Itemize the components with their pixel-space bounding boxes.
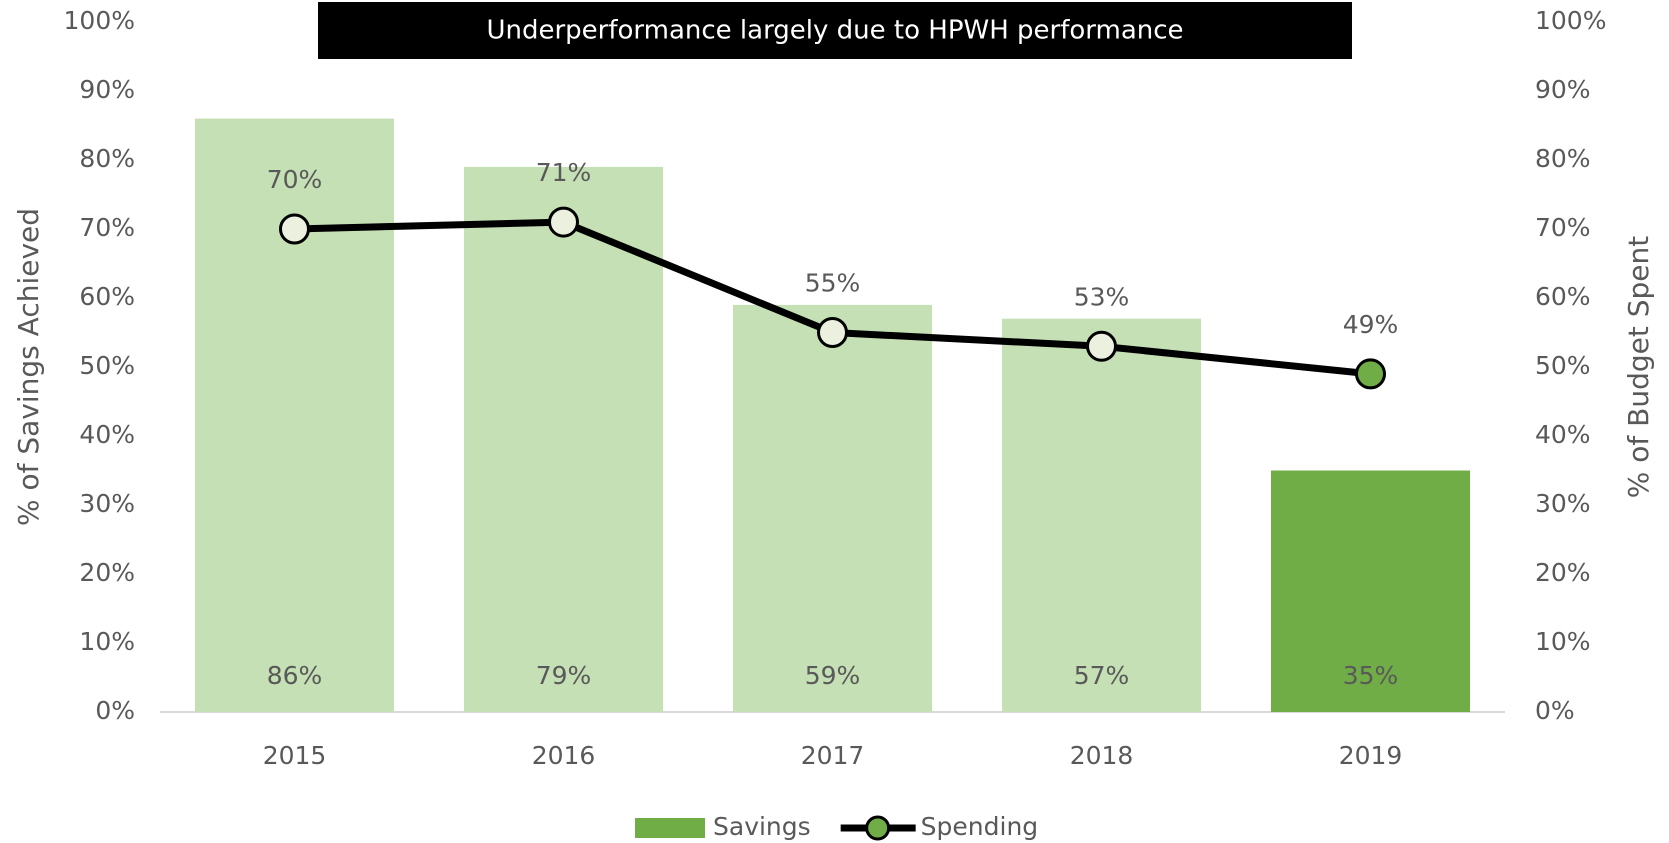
legend-label: Savings [713, 812, 811, 841]
legend-label: Spending [921, 812, 1039, 841]
line-value-label: 70% [267, 165, 323, 194]
y-tick-label: 50% [79, 351, 135, 380]
chart-title: Underperformance largely due to HPWH per… [486, 16, 1183, 46]
line-value-label: 55% [805, 269, 861, 298]
line-marker [279, 213, 310, 245]
line-marker [548, 206, 579, 238]
y2-tick-label: 40% [1535, 420, 1591, 449]
x-tick-label: 2016 [532, 741, 596, 770]
y2-tick-label: 60% [1535, 282, 1591, 311]
bar-value-label: 86% [267, 661, 323, 690]
y2-tick-label: 30% [1535, 489, 1591, 518]
y-tick-label: 70% [79, 213, 135, 242]
bar [1001, 318, 1202, 712]
y2-tick-label: 10% [1535, 627, 1591, 656]
y2-tick-label: 0% [1535, 696, 1575, 725]
bar [732, 304, 933, 712]
y2-tick-label: 20% [1535, 558, 1591, 587]
y-tick-label: 80% [79, 144, 135, 173]
bar [1270, 470, 1471, 712]
line-value-label: 71% [536, 158, 592, 187]
title-box [318, 2, 1352, 59]
bar [463, 166, 664, 712]
line-value-label: 49% [1343, 310, 1399, 339]
y2-tick-label: 70% [1535, 213, 1591, 242]
y-tick-label: 100% [64, 6, 135, 35]
legend-swatch [635, 818, 705, 838]
x-tick-label: 2018 [1070, 741, 1134, 770]
x-tick-label: 2019 [1339, 741, 1403, 770]
y2-tick-label: 100% [1535, 6, 1606, 35]
y-tick-label: 10% [79, 627, 135, 656]
y2-tick-label: 90% [1535, 75, 1591, 104]
bar [194, 118, 395, 713]
y-tick-label: 60% [79, 282, 135, 311]
y2-tick-label: 80% [1535, 144, 1591, 173]
y-tick-label: 40% [79, 420, 135, 449]
y-axis-title: % of Savings Achieved [12, 208, 45, 526]
y-tick-label: 0% [95, 696, 135, 725]
y-tick-label: 90% [79, 75, 135, 104]
legend-marker [865, 815, 891, 841]
x-tick-label: 2015 [263, 741, 327, 770]
bar-value-label: 79% [536, 661, 592, 690]
y2-tick-label: 50% [1535, 351, 1591, 380]
y2-axis-title: % of Budget Spent [1622, 236, 1655, 499]
line-marker [817, 317, 848, 348]
y-tick-label: 20% [79, 558, 135, 587]
y-tick-label: 30% [79, 489, 135, 518]
line-value-label: 53% [1074, 282, 1130, 311]
bar-value-label: 59% [805, 661, 861, 690]
line-marker [1086, 330, 1117, 362]
x-tick-label: 2017 [801, 741, 865, 770]
line-marker [1355, 358, 1386, 390]
bar-value-label: 57% [1074, 661, 1130, 690]
bar-value-label: 35% [1343, 661, 1399, 690]
